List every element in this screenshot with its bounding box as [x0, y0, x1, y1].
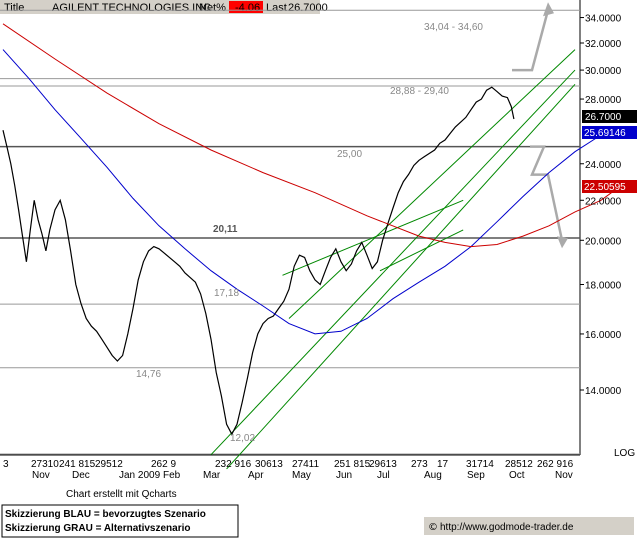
y-tick-label-5: 22.0000: [585, 196, 622, 207]
y-axis-ticks: 34.0000 32.0000 30.0000 28.0000 24.0000 22.00…: [580, 14, 622, 397]
x-day-label-8: 251 815: [334, 459, 371, 470]
y-tick-label-9: 14.0000: [585, 386, 622, 397]
x-day-label-12: 31714: [466, 459, 494, 470]
series-line-2: [2, 23, 615, 248]
x-day-label-6: 30613: [255, 459, 283, 470]
x-month-label-5: Apr: [248, 470, 264, 481]
sma-slow-box: [582, 180, 637, 193]
y-tick-label-7: 18.0000: [585, 281, 622, 292]
x-month-label-10: Sep: [467, 470, 485, 481]
site-box[interactable]: [424, 517, 634, 535]
annotation-level-1202: 12,02: [230, 433, 255, 444]
annotation-level-2011: 20,11: [213, 224, 238, 235]
x-day-label-5: 232 916: [215, 459, 252, 470]
series-line-1: [2, 49, 615, 335]
chart-credit: Chart erstellt mit Qcharts: [66, 489, 177, 500]
legend-grey: Skizzierung GRAU = Alternativszenario: [5, 523, 191, 534]
x-month-label-8: Jul: [377, 470, 390, 481]
annotation-zone-top: 34,04 - 34,60: [424, 22, 483, 33]
annotations: 34,04 - 34,60 28,88 - 29,40 25,00 20,11 …: [136, 22, 483, 444]
channel-inner-upper: [282, 199, 464, 276]
trend-channels: [210, 49, 576, 470]
x-month-label-6: May: [292, 470, 311, 481]
x-day-label-3: 29512: [95, 459, 123, 470]
annotation-zone-mid: 28,88 - 29,40: [390, 86, 449, 97]
annotation-level-1476: 14,76: [136, 369, 161, 380]
x-day-label-1: 27310: [31, 459, 59, 470]
y-tick-label-2: 30.0000: [585, 66, 622, 77]
y-tick-label-4: 24.0000: [585, 160, 622, 171]
x-month-label-4: Mar: [203, 470, 221, 481]
footer: Chart erstellt mit Qcharts Skizzierung B…: [1, 489, 634, 538]
y-tick-label-8: 16.0000: [585, 330, 622, 341]
channel-upper-right: [288, 49, 576, 319]
value-labels: 26.7000 25.69146 22.50595: [582, 110, 637, 193]
sma-fast-label: 25.69146: [584, 128, 626, 139]
sma-fast-box: [582, 126, 637, 139]
sma-slow-label: 22.50595: [584, 182, 626, 193]
title-label: Title: [4, 2, 24, 14]
scenario-up-arrowhead: [543, 2, 554, 17]
x-month-label-3: Feb: [163, 470, 181, 481]
x-axis-ticks: 3 27310 241 815 29512 262 9 232 916 30613 27411…: [3, 459, 574, 481]
legend-blue: Skizzierung BLAU = bevorzugtes Szenario: [5, 509, 206, 520]
x-month-label-12: Nov: [555, 470, 573, 481]
x-day-label-13: 28512: [505, 459, 533, 470]
log-scale-label: LOG: [614, 448, 635, 459]
x-day-label-14: 262 916: [537, 459, 574, 470]
netpct-label: Net%: [199, 2, 226, 14]
netpct-value: -4.06: [235, 2, 260, 14]
x-day-label-2: 241 815: [59, 459, 96, 470]
x-month-label-7: Jun: [336, 470, 352, 481]
annotation-level-1718: 17,18: [214, 288, 239, 299]
x-day-label-4: 262 9: [151, 459, 176, 470]
x-day-label-7: 27411: [292, 459, 320, 470]
y-tick-label-6: 20.0000: [585, 236, 622, 247]
x-day-label-9: 29613: [369, 459, 397, 470]
last-price-box: [582, 110, 637, 123]
series-lines: [2, 23, 615, 436]
horizontal-levels: [0, 9, 580, 455]
scenario-arrows: [512, 2, 568, 249]
legend-box: [1, 504, 239, 538]
y-tick-label-1: 32.0000: [585, 39, 622, 50]
last-price-label: 26.7000: [585, 112, 622, 123]
title-value: AGILENT TECHNOLOGIES INC: [52, 2, 211, 14]
last-label: Last: [266, 2, 287, 14]
x-month-label-9: Aug: [424, 470, 442, 481]
scenario-down-arrowhead: [557, 236, 568, 249]
y-tick-label-0: 34.0000: [585, 14, 622, 25]
channel-upper: [210, 69, 576, 456]
x-month-label-2: Jan 2009: [119, 470, 161, 481]
last-value: 26.7000: [288, 2, 328, 14]
x-day-label-0: 3: [3, 459, 9, 470]
header-bar: Title AGILENT TECHNOLOGIES INC Net% -4.0…: [0, 0, 328, 14]
x-day-label-10: 273: [411, 459, 428, 470]
scenario-up-arrow: [512, 9, 550, 72]
site-link[interactable]: http://www.godmode-trader.de: [440, 522, 574, 533]
annotation-level-25: 25,00: [337, 149, 362, 160]
scenario-down-arrow: [530, 145, 564, 241]
x-day-label-11: 17: [437, 459, 449, 470]
y-tick-label-3: 28.0000: [585, 95, 622, 106]
x-month-label-0: Nov: [32, 470, 50, 481]
channel-lower-left: [226, 83, 576, 470]
series-line-0: [2, 86, 515, 436]
channel-inner-lower: [379, 229, 464, 272]
x-month-label-11: Oct: [509, 470, 525, 481]
x-month-label-1: Dec: [72, 470, 90, 481]
copyright-icon: ©: [428, 522, 438, 533]
